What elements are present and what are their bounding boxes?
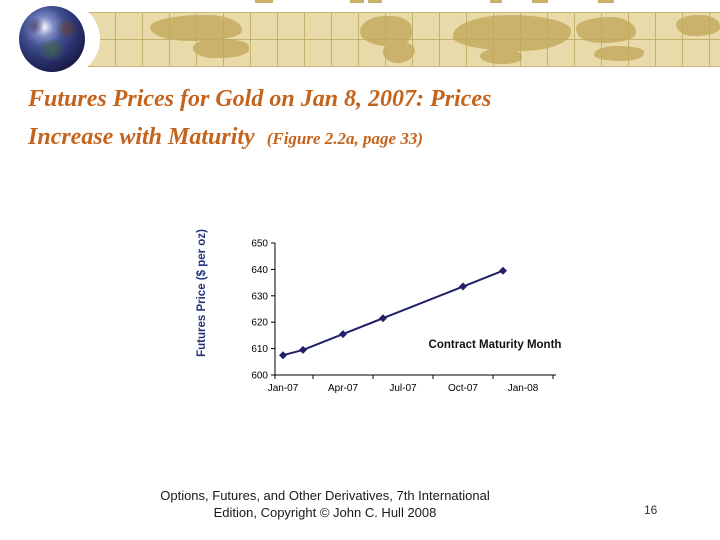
chart-canvas: 600 610 620 630 640 650 Jan-07 Apr-07 Jul-07 Oct-… bbox=[196, 229, 562, 394]
map-gridlines bbox=[88, 13, 720, 66]
svg-text:Jan-08: Jan-08 bbox=[508, 383, 539, 394]
svg-text:640: 640 bbox=[251, 265, 268, 276]
page-number: 16 bbox=[644, 503, 658, 517]
svg-text:650: 650 bbox=[251, 239, 268, 250]
svg-text:610: 610 bbox=[251, 344, 268, 355]
globe-logo-icon bbox=[19, 6, 85, 72]
title-line-2: Increase with Maturity (Figure 2.2a, pag… bbox=[28, 124, 423, 150]
svg-text:620: 620 bbox=[251, 318, 268, 329]
svg-text:Jul-07: Jul-07 bbox=[389, 383, 417, 394]
footer-credit: Options, Futures, and Other Derivatives,… bbox=[120, 487, 530, 521]
world-map-banner bbox=[88, 12, 720, 67]
svg-text:Apr-07: Apr-07 bbox=[328, 383, 358, 394]
futures-price-chart: 600 610 620 630 640 650 Jan-07 Apr-07 Jul-07 Oct-… bbox=[190, 215, 580, 410]
slide-title: Futures Prices for Gold on Jan 8, 2007: … bbox=[28, 80, 668, 158]
footer-line-2: Edition, Copyright © John C. Hull 2008 bbox=[213, 505, 437, 520]
svg-text:630: 630 bbox=[251, 291, 268, 302]
svg-text:Futures Price ($ per oz): Futures Price ($ per oz) bbox=[196, 229, 208, 357]
svg-text:600: 600 bbox=[251, 371, 268, 382]
svg-text:Contract Maturity Month: Contract Maturity Month bbox=[429, 339, 562, 351]
svg-text:Oct-07: Oct-07 bbox=[448, 383, 478, 394]
title-line-1: Futures Prices for Gold on Jan 8, 2007: … bbox=[28, 86, 492, 112]
title-figure-note: (Figure 2.2a, page 33) bbox=[266, 129, 423, 148]
svg-text:Jan-07: Jan-07 bbox=[268, 383, 299, 394]
footer-line-1: Options, Futures, and Other Derivatives,… bbox=[160, 488, 490, 503]
